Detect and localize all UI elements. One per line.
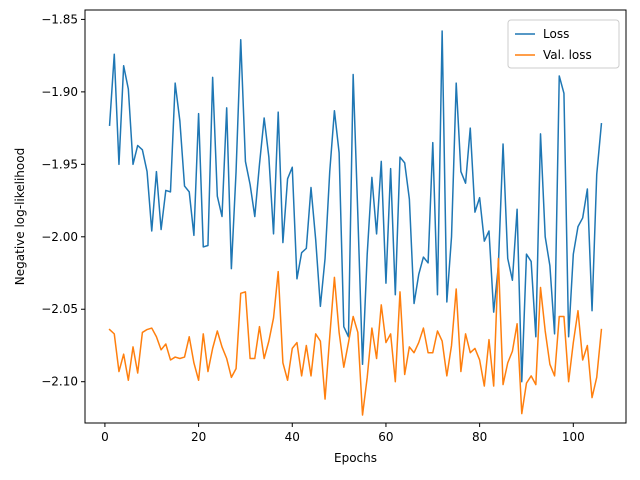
series-layer [108, 30, 603, 416]
legend-label-val-loss: Val. loss [543, 48, 592, 62]
plot-area [84, 9, 627, 424]
x-axis-ticks: 0 20 40 60 80 100 [101, 423, 585, 444]
y-axis-label: Negative log-likelihood [13, 148, 27, 285]
x-tick-label: 80 [472, 430, 487, 444]
y-tick-label: −1.95 [41, 157, 78, 171]
y-axis-ticks: −2.10 −2.05 −2.00 −1.95 −1.90 −1.85 [41, 12, 85, 389]
legend: Loss Val. loss [507, 19, 620, 69]
x-tick-label: 60 [378, 430, 393, 444]
y-tick-label: −1.90 [41, 85, 78, 99]
x-tick-label: 20 [191, 430, 206, 444]
x-tick-label: 100 [562, 430, 585, 444]
axes-frame [84, 9, 627, 424]
x-tick-label: 40 [285, 430, 300, 444]
series-line-loss [108, 30, 603, 383]
x-axis-label: Epochs [334, 451, 377, 465]
y-tick-label: −2.05 [41, 302, 78, 316]
x-tick-label: 0 [101, 430, 109, 444]
y-tick-label: −1.85 [41, 12, 78, 26]
legend-label-loss: Loss [543, 27, 569, 41]
series-line-val-loss [108, 257, 603, 416]
y-tick-label: −2.10 [41, 375, 78, 389]
y-tick-label: −2.00 [41, 230, 78, 244]
legend-box [507, 19, 620, 69]
